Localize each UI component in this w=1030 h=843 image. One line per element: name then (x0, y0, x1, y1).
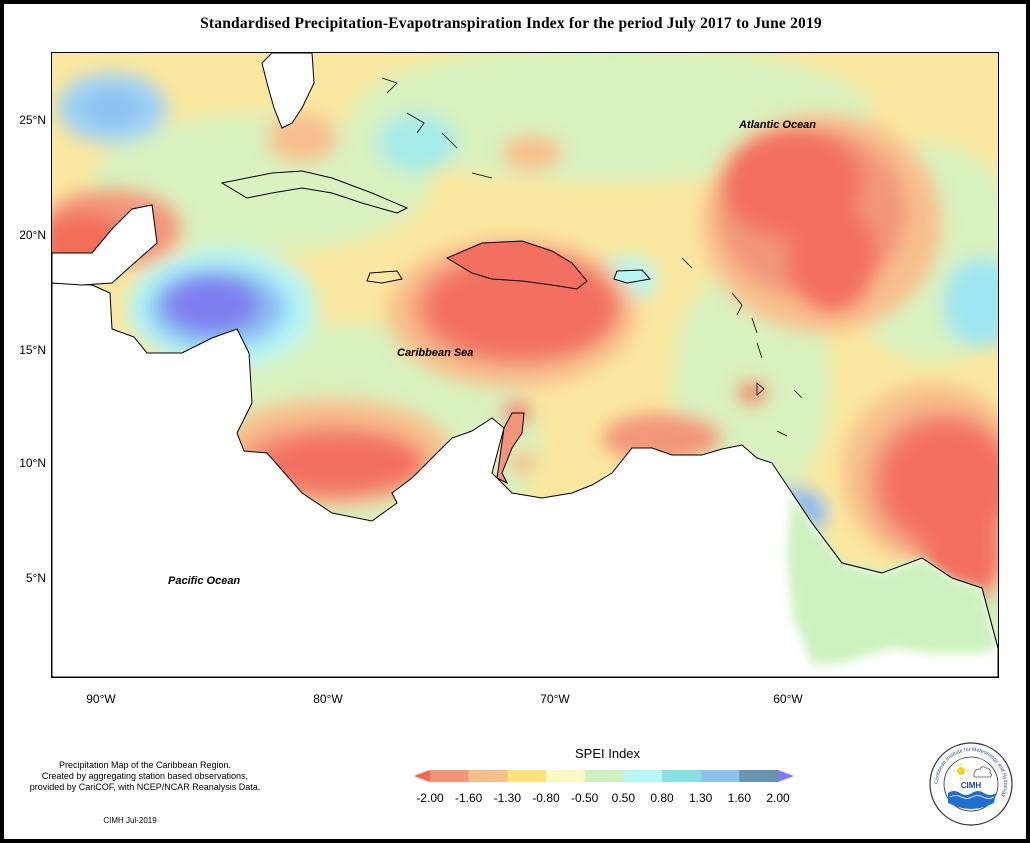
label-atlantic-ocean: Atlantic Ocean (739, 119, 817, 131)
islands (220, 170, 651, 485)
legend-label: -2.00 (416, 791, 444, 805)
legend-swatch-2 (468, 770, 508, 782)
caption-line-3: provided by CariCOF, with NCEP/NCAR Rean… (29, 782, 261, 792)
legend-label: 0.50 (611, 791, 635, 805)
cloud-icon (973, 766, 992, 778)
legend-swatch-7 (662, 770, 702, 782)
map-panel (51, 52, 999, 678)
legend-swatch-6 (623, 770, 663, 782)
caption-line-1: Precipitation Map of the Caribbean Regio… (58, 760, 232, 770)
legend-colorbar (414, 770, 794, 782)
caption-line-2: Created by aggregating station based obs… (41, 771, 249, 781)
y-tick-20n: 20°N (19, 228, 46, 242)
land-masses (52, 53, 998, 677)
legend-swatch-3 (507, 770, 547, 782)
y-tick-25n: 25°N (19, 113, 46, 127)
legend-label: -1.30 (493, 791, 521, 805)
map-title: Standardised Precipitation-Evapotranspir… (200, 15, 822, 32)
legend-label: -0.80 (532, 791, 560, 805)
legend-swatch-9 (739, 770, 779, 782)
legend-swatch-0 (414, 770, 430, 782)
small-islands (381, 77, 803, 437)
x-tick-60w: 60°W (773, 692, 803, 706)
spei-map (52, 53, 998, 677)
logo-text: CIMH (961, 781, 982, 790)
legend-swatch-8 (700, 770, 740, 782)
caption-credit: CIMH Jul-2019 (103, 816, 157, 825)
legend-label: 1.60 (727, 791, 751, 805)
wave-icon (948, 791, 996, 809)
legend-label: 1.30 (688, 791, 713, 805)
legend-label: 0.80 (650, 791, 674, 805)
sun-icon (957, 767, 965, 775)
x-tick-70w: 70°W (540, 692, 570, 706)
legend-swatch-1 (430, 770, 470, 782)
label-caribbean-sea: Caribbean Sea (397, 347, 474, 359)
guianas-field (787, 493, 998, 665)
y-tick-15n: 15°N (19, 343, 46, 357)
legend-swatch-10 (778, 770, 794, 782)
legend-label: -1.60 (454, 791, 483, 805)
legend-label: 2.00 (766, 791, 790, 805)
x-tick-90w: 90°W (86, 692, 116, 706)
y-tick-5n: 5°N (25, 571, 46, 585)
legend-label: -0.50 (570, 791, 599, 805)
coastline-guianas (791, 492, 998, 649)
legend-title: SPEI Index (575, 746, 641, 761)
x-tick-80w: 80°W (313, 692, 343, 706)
label-pacific-ocean: Pacific Ocean (168, 575, 241, 587)
legend-swatch-4 (546, 770, 586, 782)
legend-swatch-5 (584, 770, 624, 782)
cimh-logo: Caribbean Institute for Meteorology and … (929, 742, 1013, 826)
y-tick-10n: 10°N (19, 456, 46, 470)
